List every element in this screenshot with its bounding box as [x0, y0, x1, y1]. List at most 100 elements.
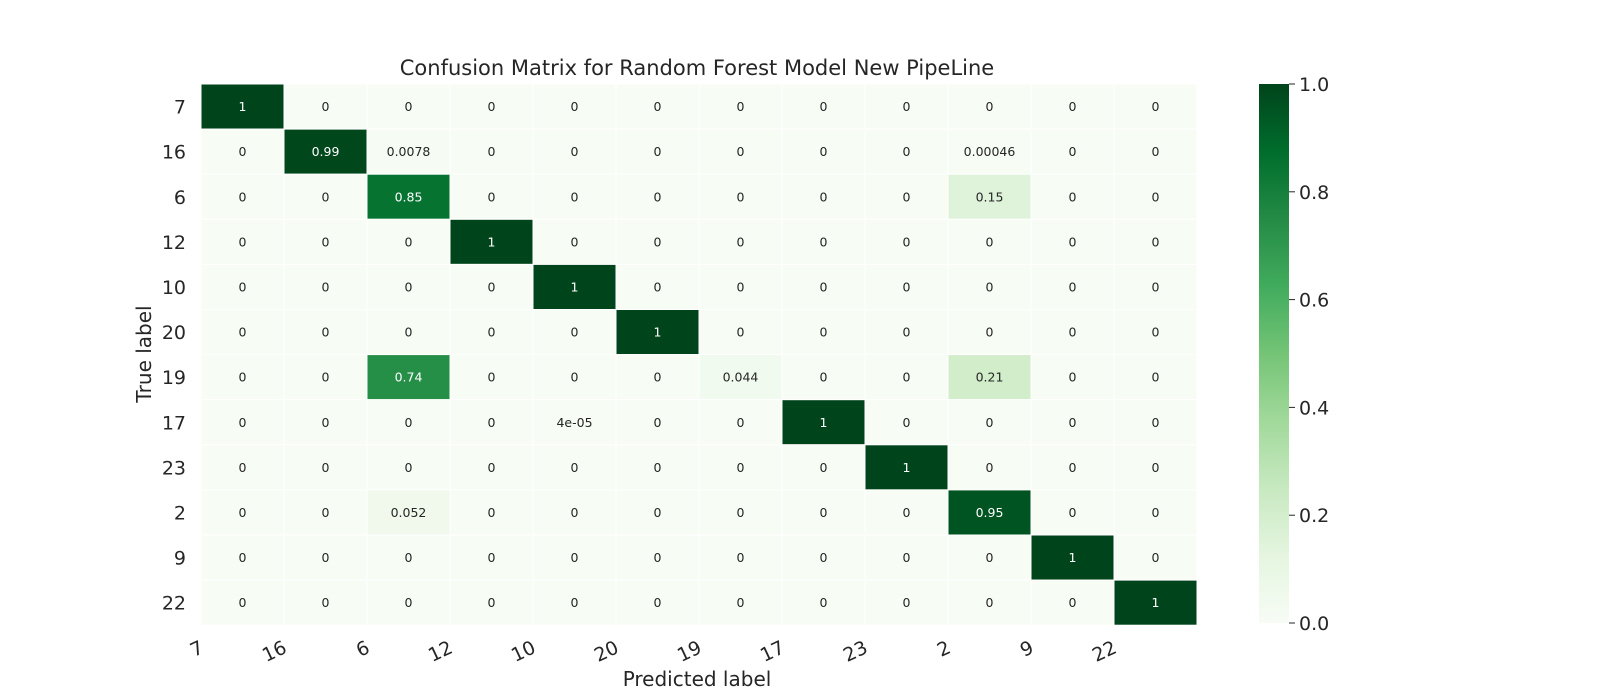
- heatmap-cell: [1113, 218, 1198, 265]
- colorbar: [1259, 84, 1289, 623]
- cell-annotation: 0: [405, 325, 413, 340]
- cell-annotation: 0: [1152, 234, 1160, 249]
- colorbar-tick-label: 0.2: [1299, 505, 1329, 527]
- cell-annotation: 0: [322, 279, 330, 294]
- heatmap-cell: [200, 444, 285, 491]
- heatmap-cell: [615, 354, 700, 401]
- cell-annotation: 0: [1069, 279, 1077, 294]
- x-tick-label: 20: [591, 637, 622, 667]
- heatmap-cell: [947, 309, 1032, 356]
- colorbar-tick-label: 0.0: [1299, 613, 1329, 635]
- cell-annotation: 0: [1152, 415, 1160, 430]
- cell-annotation: 0: [322, 325, 330, 340]
- cell-annotation: 0: [903, 370, 911, 385]
- cell-annotation: 0: [820, 99, 828, 114]
- cell-annotation: 0: [1152, 189, 1160, 204]
- cell-annotation: 0: [322, 99, 330, 114]
- heatmap-cell: [1113, 354, 1198, 401]
- cell-annotation: 0: [322, 415, 330, 430]
- heatmap-cell: [449, 218, 534, 265]
- cell-annotation: 0: [1069, 460, 1077, 475]
- y-tick-label: 2: [174, 502, 186, 524]
- cell-annotation: 0: [903, 279, 911, 294]
- cell-annotation: 0: [488, 325, 496, 340]
- heatmap-cell: [698, 399, 783, 446]
- chart-title: Confusion Matrix for Random Forest Model…: [400, 56, 994, 80]
- heatmap-cell: [698, 489, 783, 536]
- heatmap-cell: [532, 128, 617, 175]
- heatmap-cell: [449, 444, 534, 491]
- heatmap-cell: [1030, 489, 1115, 536]
- heatmap-cell: [366, 444, 451, 491]
- cell-annotation: 0: [654, 144, 662, 159]
- cell-annotation: 0: [903, 505, 911, 520]
- cell-annotation: 0: [986, 99, 994, 114]
- cell-annotation: 0: [239, 460, 247, 475]
- cell-annotation: 0: [737, 325, 745, 340]
- cell-annotation: 0: [820, 460, 828, 475]
- heatmap-cell: [1030, 128, 1115, 175]
- cell-annotation: 0.044: [723, 370, 759, 385]
- heatmap-cell: [1113, 579, 1198, 626]
- heatmap-cell: [864, 354, 949, 401]
- cell-annotation: 0: [903, 189, 911, 204]
- cell-annotation: 0.74: [395, 370, 423, 385]
- cell-annotation: 1: [488, 234, 496, 249]
- heatmap-cell: [449, 534, 534, 581]
- cell-annotation: 0: [488, 144, 496, 159]
- heatmap-cell: [200, 399, 285, 446]
- heatmap-cell: [283, 579, 368, 626]
- cell-annotation: 0: [239, 550, 247, 565]
- heatmap-cell: [615, 218, 700, 265]
- heatmap-cell: [1113, 128, 1198, 175]
- heatmap-cell: [283, 354, 368, 401]
- cell-annotation: 0: [322, 189, 330, 204]
- heatmap-cell: [366, 263, 451, 310]
- cell-annotation: 0.15: [976, 189, 1004, 204]
- heatmap-cell: [532, 489, 617, 536]
- heatmap-cell: [698, 444, 783, 491]
- cell-annotation: 0: [239, 279, 247, 294]
- heatmap-cell: [781, 83, 866, 130]
- cell-annotation: 0: [571, 460, 579, 475]
- heatmap-cell: [615, 83, 700, 130]
- cell-annotation: 0: [488, 505, 496, 520]
- cell-annotation: 0.95: [976, 505, 1004, 520]
- cell-annotation: 0: [986, 460, 994, 475]
- cell-annotation: 0: [1069, 505, 1077, 520]
- cell-annotation: 0: [1069, 234, 1077, 249]
- cell-annotation: 0: [654, 550, 662, 565]
- heatmap-cell: [864, 128, 949, 175]
- heatmap-cell: [864, 444, 949, 491]
- cell-annotation: 0.85: [395, 189, 423, 204]
- y-tick-label: 20: [162, 322, 186, 344]
- cell-annotation: 0: [903, 415, 911, 430]
- y-tick-label: 17: [162, 412, 186, 434]
- cell-annotation: 0: [239, 595, 247, 610]
- cell-annotation: 0: [322, 460, 330, 475]
- cell-annotation: 1: [903, 460, 911, 475]
- heatmap-cell: [200, 309, 285, 356]
- cell-annotation: 0: [239, 505, 247, 520]
- cell-annotation: 0: [903, 550, 911, 565]
- cell-annotation: 0: [654, 595, 662, 610]
- x-tick-label: 2: [934, 637, 954, 662]
- cell-annotation: 0: [737, 189, 745, 204]
- heatmap-cell: [532, 579, 617, 626]
- heatmap-cell: [781, 309, 866, 356]
- y-tick-label: 7: [174, 97, 186, 119]
- x-tick-label: 7: [187, 637, 207, 662]
- heatmap-cell: [864, 534, 949, 581]
- cell-annotation: 0: [405, 279, 413, 294]
- cell-annotation: 0: [322, 550, 330, 565]
- y-tick-label: 16: [162, 142, 186, 164]
- cell-annotation: 1: [654, 325, 662, 340]
- heatmap-cell: [366, 399, 451, 446]
- heatmap-cell: [283, 263, 368, 310]
- cell-annotations: 1 0 0 0 0 0 0 0 0 0 0 0 0 0.99 0.0078 0 0 0 0 0 0 0.00046 0 0 0 0…: [239, 99, 1160, 610]
- heatmap-cell: [615, 128, 700, 175]
- y-tick-label: 22: [162, 593, 186, 615]
- heatmap-cell: [283, 83, 368, 130]
- cell-annotation: 0: [820, 370, 828, 385]
- colorbar-tick-label: 1.0: [1299, 74, 1329, 96]
